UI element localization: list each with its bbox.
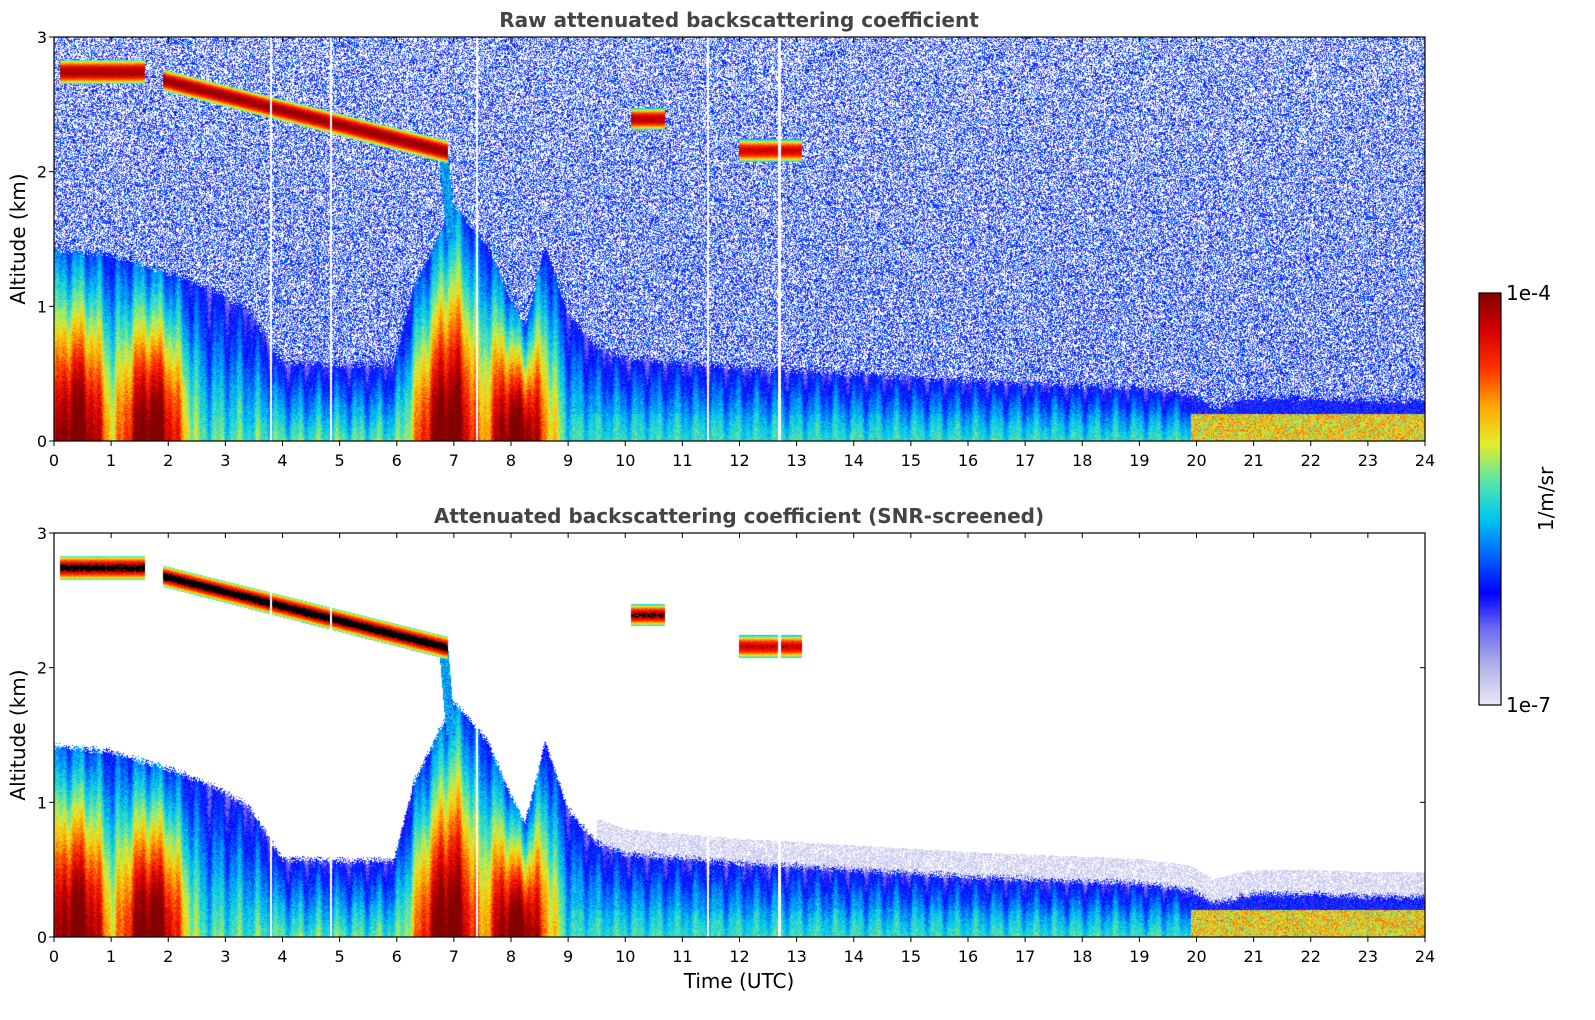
x-tick-label: 13	[786, 947, 806, 966]
colorbar-frame	[1478, 292, 1502, 706]
y-tick-label: 3	[37, 524, 47, 543]
x-tick-label: 15	[901, 947, 921, 966]
colorbar-units-label: 1/m/sr	[1534, 466, 1558, 531]
x-tick-label: 20	[1186, 451, 1206, 470]
panel-raw-heatmap	[54, 37, 1425, 441]
x-tick-label: 11	[672, 947, 692, 966]
x-tick-label: 21	[1243, 451, 1263, 470]
x-tick-label: 24	[1415, 451, 1435, 470]
x-tick-label: 23	[1358, 451, 1378, 470]
panel-raw-ylabel: Altitude (km)	[6, 173, 30, 304]
x-tick-label: 17	[1015, 947, 1035, 966]
x-tick-label: 10	[615, 451, 635, 470]
x-tick-label: 2	[163, 451, 173, 470]
y-tick-label: 0	[37, 928, 47, 947]
panel-raw-title: Raw attenuated backscattering coefficien…	[499, 8, 979, 32]
x-tick-label: 5	[335, 947, 345, 966]
panel-screened-title: Attenuated backscattering coefficient (S…	[434, 504, 1044, 528]
x-tick-label: 15	[901, 451, 921, 470]
x-tick-label: 8	[506, 947, 516, 966]
colorbar-max-label: 1e-4	[1506, 281, 1551, 305]
x-tick-label: 9	[563, 451, 573, 470]
x-tick-label: 10	[615, 947, 635, 966]
panel-screened-ylabel: Altitude (km)	[6, 669, 30, 800]
x-tick-label: 13	[786, 451, 806, 470]
x-tick-label: 2	[163, 947, 173, 966]
x-tick-label: 7	[449, 451, 459, 470]
x-tick-label: 4	[277, 947, 287, 966]
panel-screened-heatmap	[54, 533, 1425, 937]
x-tick-label: 24	[1415, 947, 1435, 966]
x-tick-label: 21	[1243, 947, 1263, 966]
panel-raw-x-axis: 0 1 2 3 4 5 6 7 8 9 10 11 12 13 14 15 16 17 18 19 20 21 22 23 24	[49, 37, 1435, 470]
x-tick-label: 6	[392, 947, 402, 966]
y-tick-label: 3	[37, 28, 47, 47]
colorbar-bar	[1479, 293, 1501, 705]
x-tick-label: 8	[506, 451, 516, 470]
x-tick-label: 22	[1301, 451, 1321, 470]
x-tick-label: 4	[277, 451, 287, 470]
x-tick-label: 23	[1358, 947, 1378, 966]
x-tick-label: 18	[1072, 451, 1092, 470]
panel-screened-y-axis: 0 1 2 3	[37, 524, 1425, 947]
x-tick-label: 5	[335, 451, 345, 470]
x-tick-label: 16	[958, 451, 978, 470]
x-tick-label: 1	[106, 947, 116, 966]
x-tick-label: 16	[958, 947, 978, 966]
x-tick-label: 0	[49, 947, 59, 966]
panel-screened-xlabel: Time (UTC)	[683, 969, 795, 993]
x-tick-label: 17	[1015, 451, 1035, 470]
x-tick-label: 1	[106, 451, 116, 470]
x-tick-label: 20	[1186, 947, 1206, 966]
x-tick-label: 19	[1129, 947, 1149, 966]
y-tick-label: 1	[37, 793, 47, 812]
x-tick-label: 0	[49, 451, 59, 470]
panel-screened: Attenuated backscattering coefficient (S…	[6, 504, 1435, 993]
x-tick-label: 3	[220, 451, 230, 470]
colorbar-min-label: 1e-7	[1506, 693, 1551, 717]
x-tick-label: 11	[672, 451, 692, 470]
x-tick-label: 12	[729, 947, 749, 966]
y-tick-label: 2	[37, 163, 47, 182]
x-tick-label: 3	[220, 947, 230, 966]
x-tick-label: 12	[729, 451, 749, 470]
x-tick-label: 14	[844, 451, 864, 470]
x-tick-label: 14	[844, 947, 864, 966]
y-tick-label: 0	[37, 432, 47, 451]
y-tick-label: 2	[37, 659, 47, 678]
x-tick-label: 19	[1129, 451, 1149, 470]
colorbar: 1e-4 1e-7 1/m/sr	[1478, 281, 1558, 717]
panel-screened-x-axis: 0 1 2 3 4 5 6 7 8 9 10 11 12 13 14 15 16 17 18 19 20 21 22 23 24	[49, 533, 1435, 966]
x-tick-label: 22	[1301, 947, 1321, 966]
y-tick-label: 1	[37, 297, 47, 316]
x-tick-label: 9	[563, 947, 573, 966]
x-tick-label: 6	[392, 451, 402, 470]
x-tick-label: 7	[449, 947, 459, 966]
panel-raw-y-axis: 0 1 2 3	[37, 28, 1425, 451]
x-tick-label: 18	[1072, 947, 1092, 966]
panel-raw: Raw attenuated backscattering coefficien…	[6, 8, 1435, 470]
